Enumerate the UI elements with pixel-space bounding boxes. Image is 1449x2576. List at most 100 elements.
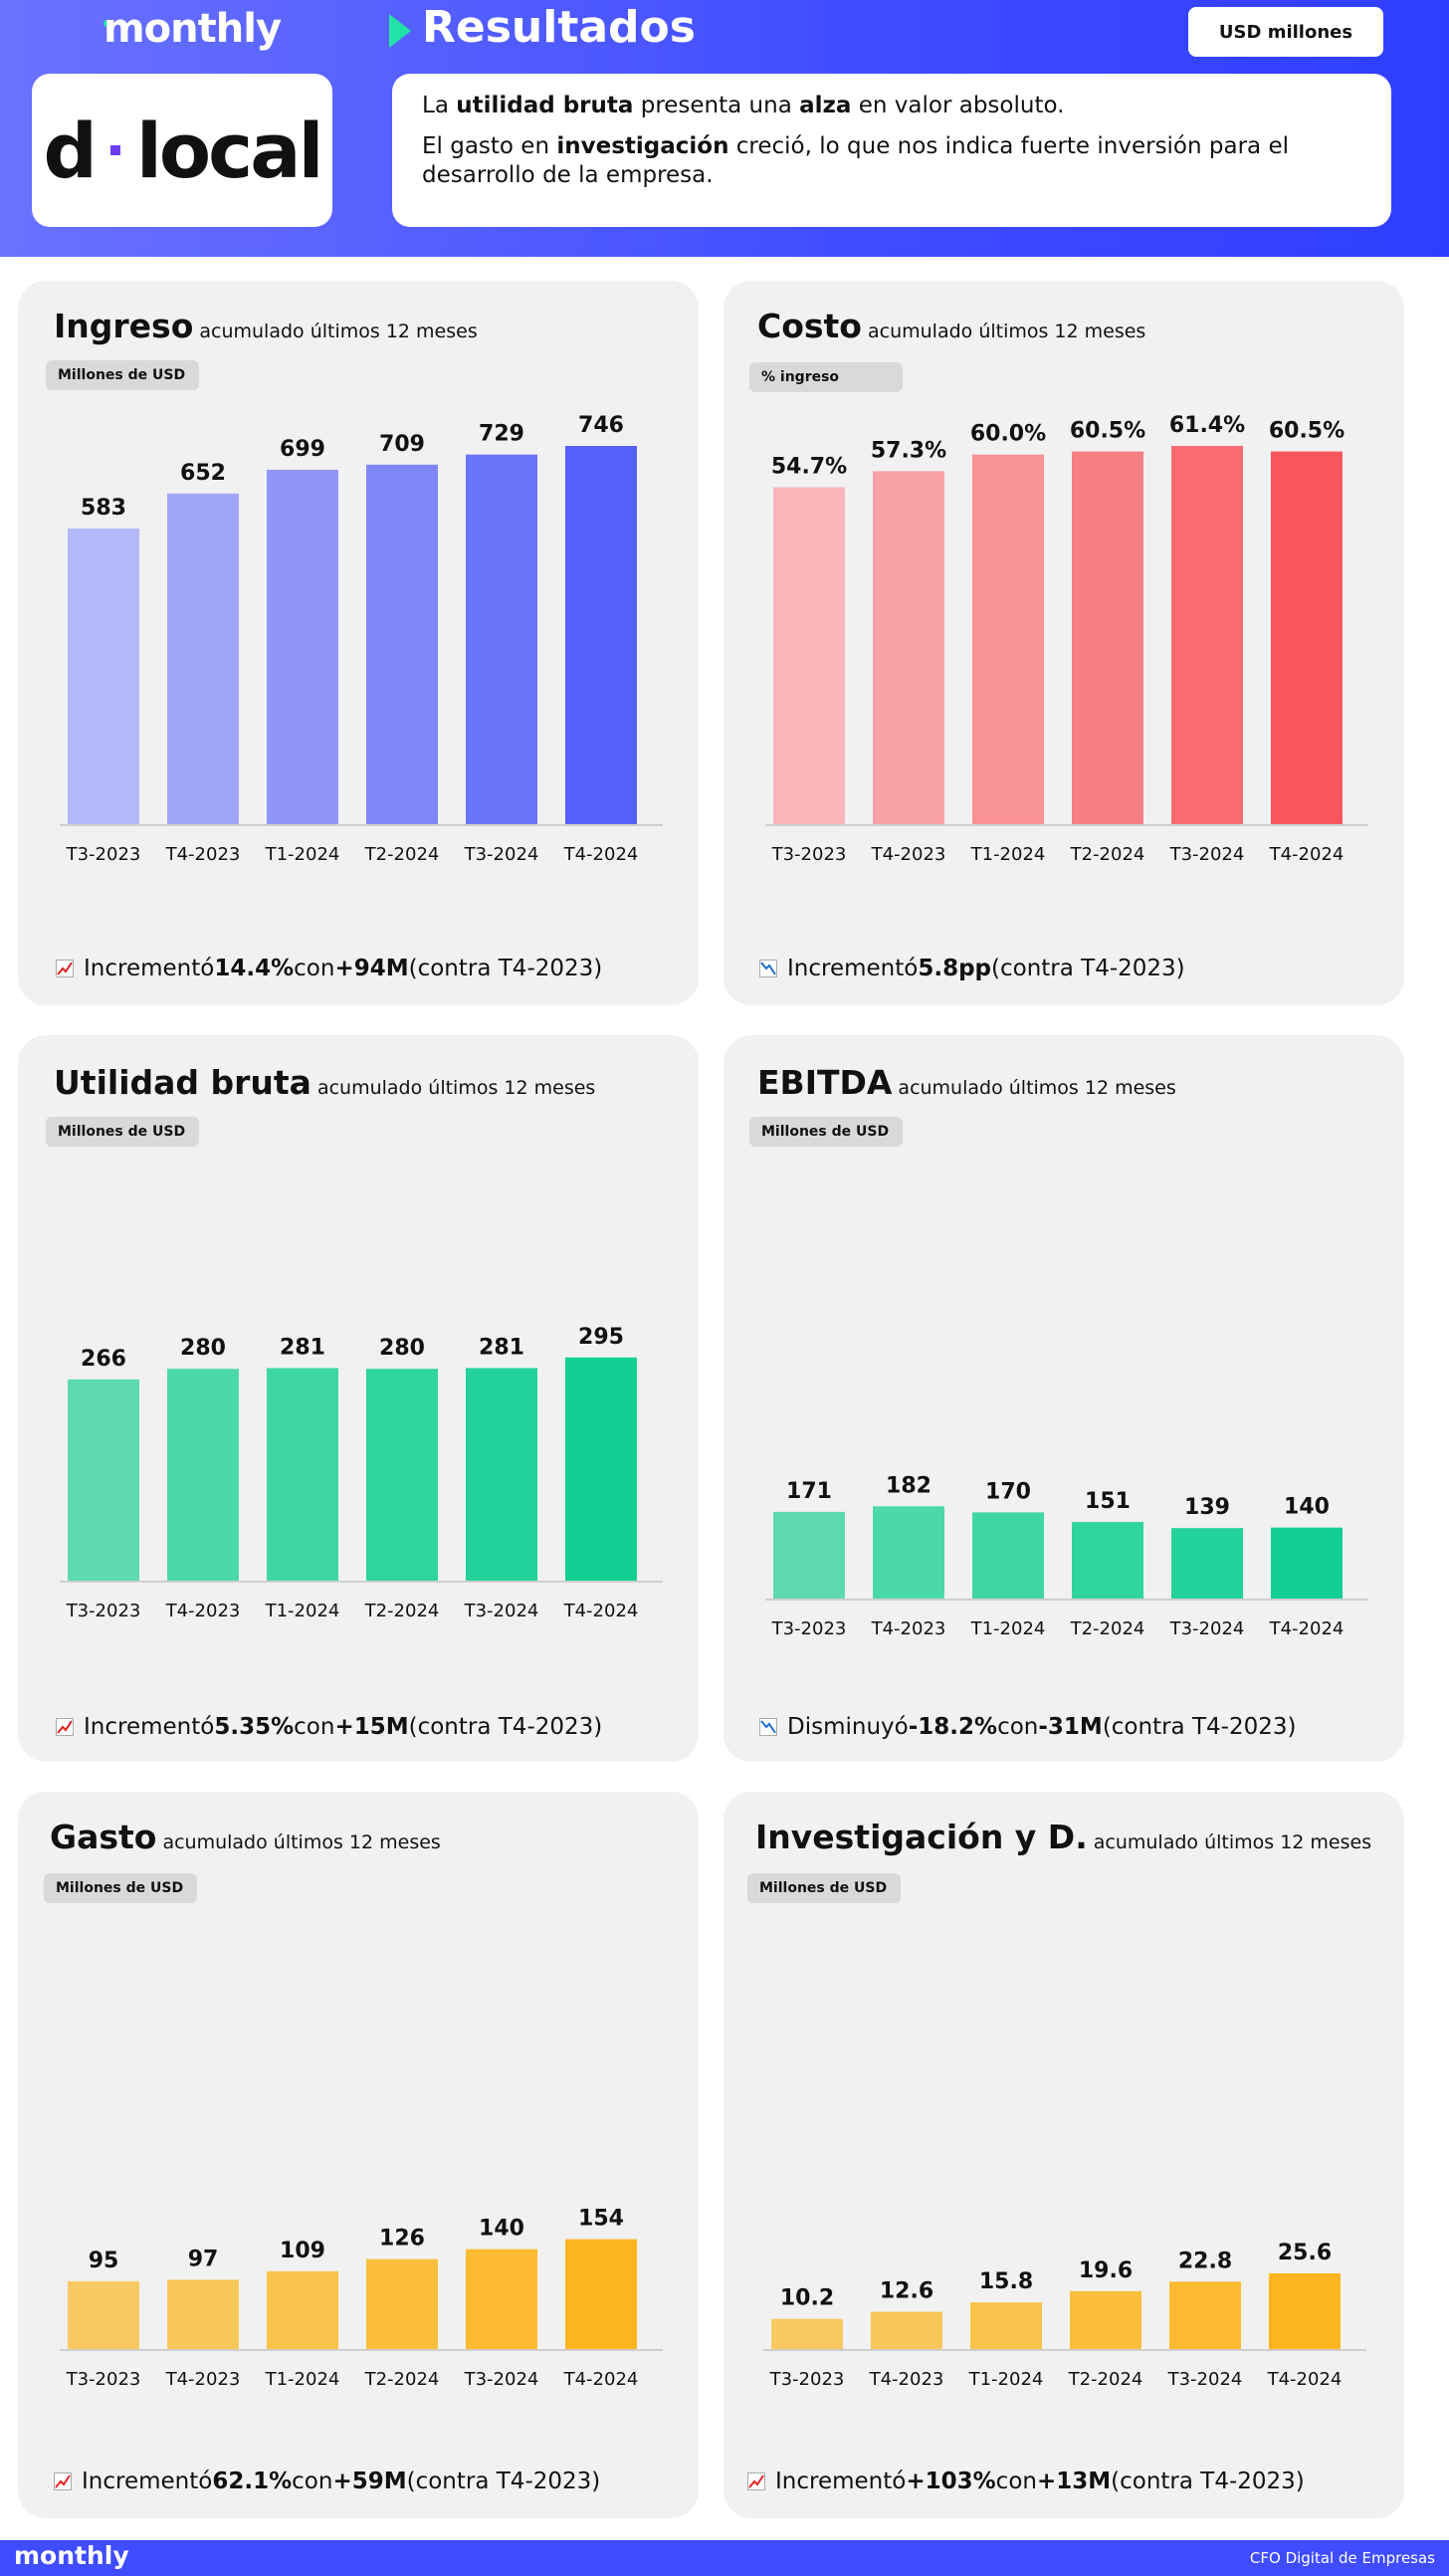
data-label-T2-2024: 151	[1085, 1489, 1131, 1514]
card-footnote: Incrementó +103% con +13M (contra T4-202…	[747, 2469, 1305, 2494]
data-label-T2-2024: 19.6	[1079, 2258, 1133, 2283]
trend-up-icon	[54, 2472, 72, 2490]
data-label-T3-2024: 61.4%	[1169, 413, 1245, 438]
play-arrow-icon	[389, 14, 411, 48]
trend-up-icon	[56, 1718, 74, 1736]
currency-button[interactable]: USD millones	[1188, 7, 1383, 57]
bar-T2-2024	[1070, 2290, 1141, 2349]
costo-bar-chart: 54.7% T3-2023 57.3% T4-2023 60.0% T1-2024 60.5…	[765, 413, 1368, 865]
investigacion-card: Investigación y D. acumulado últimos 12 m…	[724, 1792, 1404, 2518]
tick-label-T3-2024: T3-2024	[464, 1601, 539, 1621]
tick-label-T3-2024: T3-2024	[1167, 2369, 1243, 2390]
card-footnote: Incrementó 5.35% con +15M (contra T4-202…	[56, 1714, 602, 1740]
ingreso-bar-chart: 583 T3-2023 652 T4-2023 699 T1-2024 709 T2-2024…	[60, 413, 663, 865]
tick-label-T3-2024: T3-2024	[1169, 1618, 1245, 1639]
logo-text-left: d	[43, 106, 97, 195]
bar-T3-2024	[1171, 446, 1243, 824]
data-label-T4-2023: 12.6	[880, 2279, 933, 2304]
ebitda-bar-chart: 171 T3-2023 182 T4-2023 170 T1-2024 151 T2-2024…	[765, 1473, 1368, 1639]
bar-T4-2023	[873, 471, 944, 824]
bar-T3-2023	[68, 2280, 139, 2349]
footer-bar	[0, 2540, 1449, 2576]
data-label-T3-2023: 583	[81, 496, 126, 521]
bar-T2-2024	[366, 1369, 438, 1581]
tick-label-T1-2024: T1-2024	[265, 1601, 340, 1621]
data-label-T3-2024: 22.8	[1178, 2249, 1232, 2273]
bar-T4-2024	[1271, 1527, 1343, 1599]
data-label-T1-2024: 699	[280, 437, 325, 462]
bar-T1-2024	[972, 454, 1044, 824]
tick-label-T4-2023: T4-2023	[869, 2369, 944, 2390]
bar-T3-2023	[773, 487, 845, 824]
bar-T4-2024	[565, 2239, 637, 2349]
data-label-T4-2024: 746	[578, 413, 624, 438]
data-label-T2-2024: 709	[379, 432, 425, 457]
tick-label-T4-2024: T4-2024	[1269, 844, 1345, 865]
bar-T4-2023	[873, 1506, 944, 1599]
trend-down-icon	[759, 960, 777, 977]
summary-line-1: La utilidad bruta presenta una alza en v…	[422, 93, 1065, 118]
data-label-T3-2023: 95	[89, 2249, 119, 2273]
bar-T1-2024	[970, 2302, 1042, 2349]
data-label-T4-2023: 182	[886, 1473, 932, 1498]
data-label-T3-2023: 54.7%	[771, 454, 847, 479]
bar-T2-2024	[1072, 1522, 1143, 1599]
unit-tag: % ingreso	[749, 362, 903, 392]
tick-label-T3-2024: T3-2024	[1169, 844, 1245, 865]
summary-card: La utilidad bruta presenta una alza en v…	[392, 74, 1391, 227]
data-label-T3-2024: 729	[479, 422, 524, 447]
tick-label-T4-2023: T4-2023	[165, 844, 241, 865]
bar-T4-2023	[167, 493, 239, 824]
data-label-T4-2024: 25.6	[1278, 2241, 1332, 2265]
tick-label-T3-2024: T3-2024	[464, 844, 539, 865]
data-label-T4-2024: 154	[578, 2207, 624, 2232]
unit-tag: Millones de USD	[46, 360, 199, 390]
unit-tag: Millones de USD	[44, 1873, 197, 1903]
data-label-T4-2024: 295	[578, 1325, 624, 1350]
ingreso-card: Ingreso acumulado últimos 12 meses Millon…	[18, 281, 699, 1005]
footer-brand: monthly	[14, 2541, 129, 2570]
data-label-T4-2023: 280	[180, 1336, 226, 1361]
data-label-T2-2024: 60.5%	[1070, 419, 1145, 444]
tick-label-T4-2024: T4-2024	[563, 844, 639, 865]
tick-label-T1-2024: T1-2024	[968, 2369, 1044, 2390]
tick-label-T3-2023: T3-2023	[771, 1618, 847, 1639]
page-title: Resultados	[422, 2, 696, 53]
company-logo: d local	[43, 106, 323, 195]
tick-label-T1-2024: T1-2024	[970, 844, 1046, 865]
data-label-T4-2023: 97	[188, 2247, 219, 2271]
data-label-T1-2024: 170	[985, 1479, 1031, 1504]
tick-label-T4-2024: T4-2024	[563, 1601, 639, 1621]
card-title: Utilidad bruta acumulado últimos 12 meses	[54, 1063, 596, 1102]
trend-up-icon	[747, 2472, 765, 2490]
bar-T2-2024	[366, 464, 438, 824]
data-label-T1-2024: 109	[280, 2239, 325, 2263]
bar-T2-2024	[366, 2258, 438, 2349]
bar-T4-2024	[565, 1357, 637, 1581]
tick-label-T2-2024: T2-2024	[1070, 1618, 1145, 1639]
trend-up-icon	[56, 960, 74, 977]
card-footnote: Incrementó 5.8pp (contra T4-2023)	[759, 956, 1185, 981]
tick-label-T4-2023: T4-2023	[165, 2369, 241, 2390]
bar-T4-2023	[167, 1369, 239, 1581]
ebitda-card: EBITDA acumulado últimos 12 meses Millone…	[724, 1035, 1404, 1762]
bar-T4-2024	[1269, 2273, 1341, 2349]
bar-T3-2023	[771, 2318, 843, 2349]
card-title: Gasto acumulado últimos 12 meses	[50, 1818, 441, 1856]
card-footnote: Disminuyó -18.2% con -31M (contra T4-202…	[759, 1714, 1296, 1740]
bar-T3-2024	[466, 1368, 537, 1581]
bar-T3-2023	[773, 1511, 845, 1599]
data-label-T2-2024: 126	[379, 2227, 425, 2252]
costo-card: Costo acumulado últimos 12 meses % ingres…	[724, 281, 1404, 1005]
data-label-T4-2024: 60.5%	[1269, 419, 1345, 444]
tick-label-T2-2024: T2-2024	[364, 844, 440, 865]
tick-label-T3-2023: T3-2023	[769, 2369, 845, 2390]
utilidad-bruta-card: Utilidad bruta acumulado últimos 12 meses…	[18, 1035, 699, 1762]
gasto-card: Gasto acumulado últimos 12 meses Millones…	[18, 1792, 699, 2518]
tick-label-T4-2024: T4-2024	[563, 2369, 639, 2390]
bar-T1-2024	[267, 2270, 338, 2349]
card-title: Costo acumulado últimos 12 meses	[757, 307, 1146, 345]
bar-T1-2024	[267, 1368, 338, 1581]
data-label-T3-2023: 266	[81, 1347, 126, 1372]
summary-line-2: El gasto en investigación creció, lo que…	[422, 133, 1289, 188]
